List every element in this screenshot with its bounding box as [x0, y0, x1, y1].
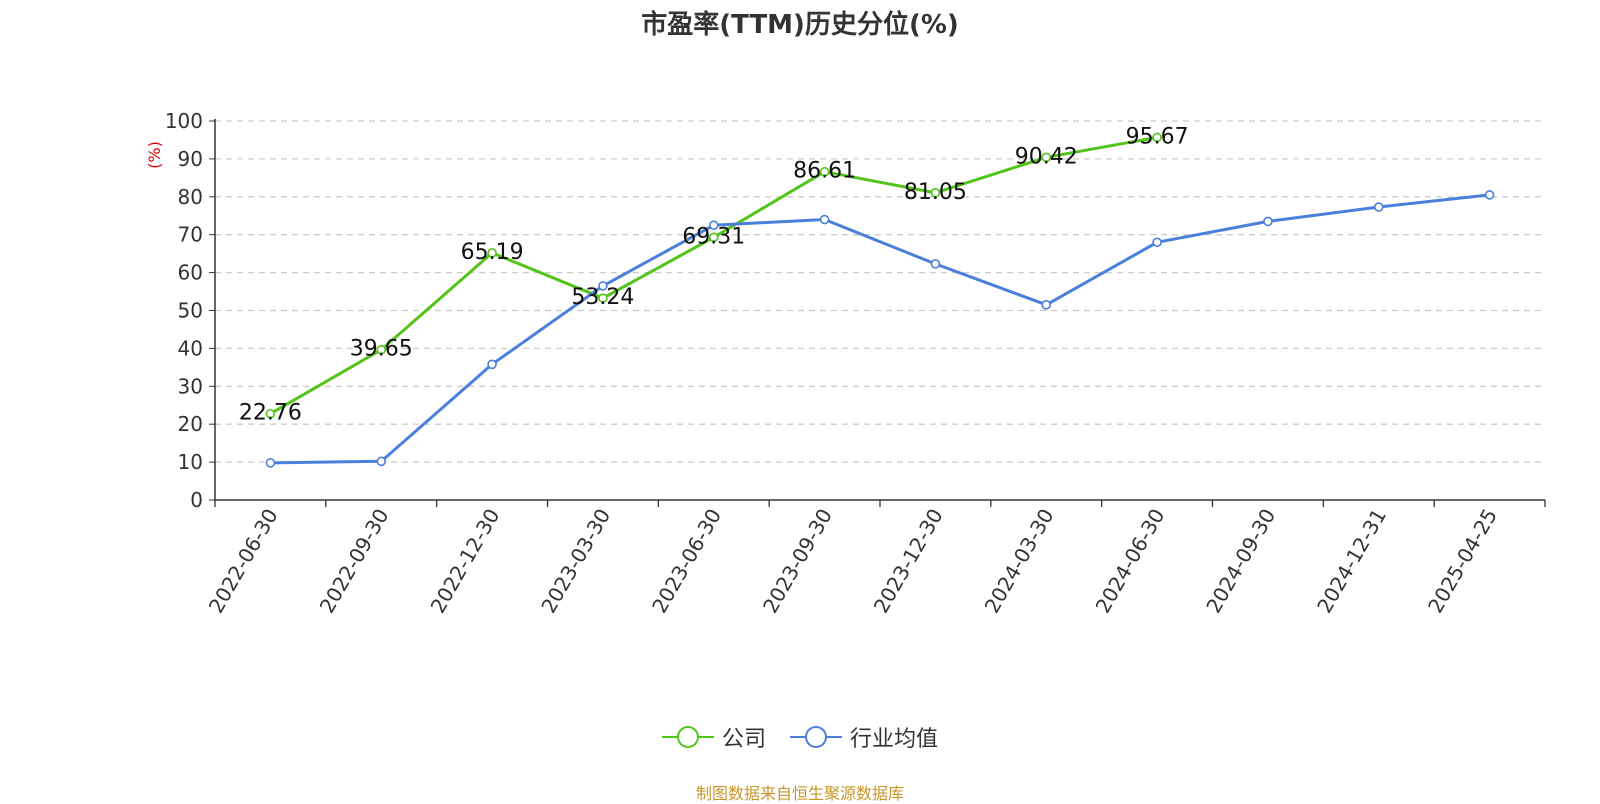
- x-tick-label: 2025-04-25: [1423, 505, 1502, 618]
- x-tick-label: 2024-03-30: [980, 505, 1059, 618]
- data-label: 69.31: [682, 224, 745, 249]
- legend-label-company: 公司: [721, 727, 766, 752]
- legend-label-industry: 行业均值: [850, 727, 939, 752]
- data-point: [1041, 152, 1052, 163]
- axes: [209, 119, 1546, 507]
- legend: 公司 行业均值: [0, 722, 1600, 752]
- x-tick-label: 2022-09-30: [315, 505, 394, 618]
- data-point: [819, 166, 830, 177]
- source-note: 制图数据来自恒生聚源数据库: [695, 784, 904, 803]
- data-point: [1373, 202, 1384, 212]
- x-tick-label: 2023-09-30: [758, 505, 837, 618]
- y-tick-label: 90: [178, 147, 203, 171]
- y-tick-label: 40: [178, 336, 203, 360]
- data-labels: 22.76 39.65 65.19 53.24 69.31 86.61 81.05 90.42…: [239, 124, 1189, 425]
- y-tick-labels: 0 10 20 30 40 50 60 70 80 90 100: [165, 109, 203, 512]
- x-tick-label: 2024-06-30: [1091, 505, 1170, 618]
- data-point: [819, 214, 830, 225]
- grid-lines: [215, 120, 1545, 463]
- y-axis-label: (%): [145, 141, 164, 169]
- data-point: [265, 408, 276, 419]
- data-point: [1152, 132, 1162, 143]
- y-tick-label: 100: [165, 109, 203, 133]
- data-label: 95.67: [1126, 124, 1189, 149]
- y-tick-label: 80: [178, 185, 203, 209]
- y-tick-label: 0: [190, 488, 203, 512]
- legend-industry-line-icon: [790, 726, 842, 748]
- x-tick-label: 2023-03-30: [536, 505, 615, 618]
- data-point: [1484, 190, 1495, 200]
- x-tick-labels: 2022-06-30 2022-09-30 2022-12-30 2023-03-30…: [204, 505, 1502, 618]
- series-line-0: [269, 135, 1158, 415]
- series-line-1: [270, 193, 1490, 465]
- data-label: 22.76: [239, 401, 302, 426]
- data-point: [1263, 216, 1273, 227]
- data-point: [1041, 300, 1052, 310]
- x-tick-label: 2022-06-30: [204, 505, 283, 618]
- series: [265, 132, 1495, 468]
- data-point: [930, 188, 941, 198]
- data-point: [487, 359, 497, 370]
- data-point: [376, 456, 387, 467]
- data-point: [708, 232, 719, 243]
- legend-company-line-icon: [661, 726, 714, 748]
- y-tick-label: 60: [178, 261, 203, 285]
- data-label: 90.42: [1015, 144, 1078, 169]
- data-label: 53.24: [571, 285, 634, 310]
- x-tick-label: 2022-12-30: [426, 505, 505, 618]
- x-tick-label: 2023-12-30: [869, 505, 948, 618]
- x-tick-label: 2024-09-30: [1201, 505, 1280, 618]
- data-point: [1152, 237, 1162, 248]
- data-label: 86.61: [793, 159, 856, 184]
- y-tick-label: 70: [178, 223, 203, 247]
- data-point: [487, 248, 497, 258]
- data-label: 81.05: [904, 180, 967, 205]
- data-point: [930, 259, 941, 269]
- data-point: [265, 458, 276, 468]
- y-tick-label: 20: [178, 412, 203, 436]
- data-point: [376, 344, 387, 355]
- x-tick-label: 2023-06-30: [647, 505, 726, 618]
- data-point: [598, 293, 608, 304]
- data-point: [598, 281, 608, 291]
- data-point: [708, 220, 719, 231]
- y-tick-label: 30: [178, 374, 203, 398]
- legend-item-company[interactable]: 公司: [661, 721, 766, 753]
- y-tick-label: 10: [178, 450, 203, 474]
- y-tick-label: 50: [178, 299, 203, 323]
- data-label: 39.65: [350, 337, 413, 362]
- legend-item-industry[interactable]: 行业均值: [790, 721, 938, 753]
- x-tick-label: 2024-12-31: [1312, 505, 1391, 618]
- chart-title: 市盈率(TTM)历史分位(%): [641, 10, 959, 40]
- data-label: 65.19: [461, 240, 524, 265]
